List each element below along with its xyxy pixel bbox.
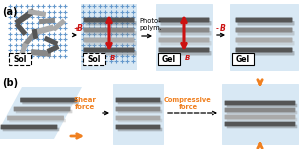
- FancyBboxPatch shape: [227, 111, 297, 114]
- FancyBboxPatch shape: [20, 98, 77, 102]
- Bar: [230, 4, 298, 70]
- FancyBboxPatch shape: [83, 28, 134, 32]
- FancyBboxPatch shape: [116, 107, 160, 111]
- Text: Sol: Sol: [13, 55, 27, 63]
- Text: (b): (b): [2, 78, 18, 88]
- Text: Shear
force: Shear force: [74, 97, 96, 110]
- FancyBboxPatch shape: [236, 28, 292, 32]
- Text: -: -: [216, 26, 219, 32]
- FancyBboxPatch shape: [225, 108, 296, 112]
- Text: Gel: Gel: [162, 55, 176, 63]
- Text: Gel: Gel: [236, 55, 250, 63]
- FancyBboxPatch shape: [9, 119, 66, 122]
- FancyBboxPatch shape: [158, 17, 209, 22]
- Text: Sol: Sol: [87, 55, 101, 63]
- FancyBboxPatch shape: [227, 125, 297, 128]
- FancyBboxPatch shape: [227, 104, 297, 107]
- FancyBboxPatch shape: [9, 53, 31, 65]
- FancyBboxPatch shape: [160, 41, 211, 45]
- Text: B: B: [185, 55, 190, 61]
- FancyBboxPatch shape: [83, 38, 134, 42]
- FancyBboxPatch shape: [1, 125, 57, 129]
- FancyBboxPatch shape: [160, 31, 211, 35]
- FancyBboxPatch shape: [158, 48, 209, 52]
- Bar: [18, 43, 28, 59]
- FancyBboxPatch shape: [85, 21, 136, 25]
- FancyBboxPatch shape: [14, 107, 70, 111]
- Text: (a): (a): [2, 7, 17, 17]
- FancyBboxPatch shape: [232, 53, 254, 65]
- Bar: [34, 25, 54, 35]
- Bar: [14, 8, 36, 26]
- Bar: [156, 4, 212, 70]
- FancyBboxPatch shape: [160, 51, 211, 55]
- FancyBboxPatch shape: [225, 122, 296, 126]
- Text: B: B: [220, 24, 225, 33]
- FancyBboxPatch shape: [225, 115, 296, 119]
- FancyBboxPatch shape: [158, 38, 209, 42]
- FancyBboxPatch shape: [158, 28, 209, 32]
- FancyBboxPatch shape: [238, 51, 295, 55]
- Bar: [31, 49, 51, 57]
- FancyBboxPatch shape: [83, 17, 134, 22]
- Bar: [46, 44, 59, 54]
- FancyBboxPatch shape: [160, 21, 211, 25]
- FancyBboxPatch shape: [85, 51, 136, 55]
- FancyBboxPatch shape: [83, 48, 134, 52]
- FancyBboxPatch shape: [236, 17, 292, 22]
- FancyBboxPatch shape: [118, 101, 162, 104]
- Bar: [113, 84, 163, 144]
- FancyBboxPatch shape: [236, 38, 292, 42]
- FancyBboxPatch shape: [238, 41, 295, 45]
- FancyBboxPatch shape: [7, 116, 64, 120]
- Bar: [81, 4, 137, 70]
- Text: Photo-
polym.: Photo- polym.: [139, 18, 162, 31]
- FancyBboxPatch shape: [116, 125, 160, 129]
- FancyBboxPatch shape: [238, 31, 295, 35]
- Text: +: +: [74, 26, 80, 32]
- FancyBboxPatch shape: [238, 21, 295, 25]
- Text: B: B: [76, 24, 82, 33]
- Bar: [21, 31, 37, 49]
- FancyBboxPatch shape: [225, 101, 296, 105]
- FancyBboxPatch shape: [85, 31, 136, 35]
- FancyBboxPatch shape: [118, 110, 162, 113]
- Bar: [222, 84, 298, 144]
- FancyBboxPatch shape: [3, 128, 59, 131]
- FancyBboxPatch shape: [118, 119, 162, 122]
- Bar: [44, 36, 59, 46]
- Bar: [32, 29, 38, 39]
- Polygon shape: [0, 87, 82, 139]
- FancyBboxPatch shape: [118, 128, 162, 131]
- FancyBboxPatch shape: [22, 101, 79, 104]
- FancyBboxPatch shape: [236, 48, 292, 52]
- FancyBboxPatch shape: [116, 116, 160, 120]
- FancyBboxPatch shape: [85, 41, 136, 45]
- FancyBboxPatch shape: [83, 53, 105, 65]
- Text: B: B: [110, 55, 116, 61]
- FancyBboxPatch shape: [227, 118, 297, 121]
- FancyBboxPatch shape: [116, 98, 160, 102]
- Text: Compressive
force: Compressive force: [164, 97, 212, 110]
- Bar: [52, 19, 66, 31]
- Bar: [28, 9, 46, 17]
- Bar: [15, 22, 27, 36]
- FancyBboxPatch shape: [16, 110, 72, 113]
- Bar: [39, 18, 55, 24]
- FancyBboxPatch shape: [158, 53, 180, 65]
